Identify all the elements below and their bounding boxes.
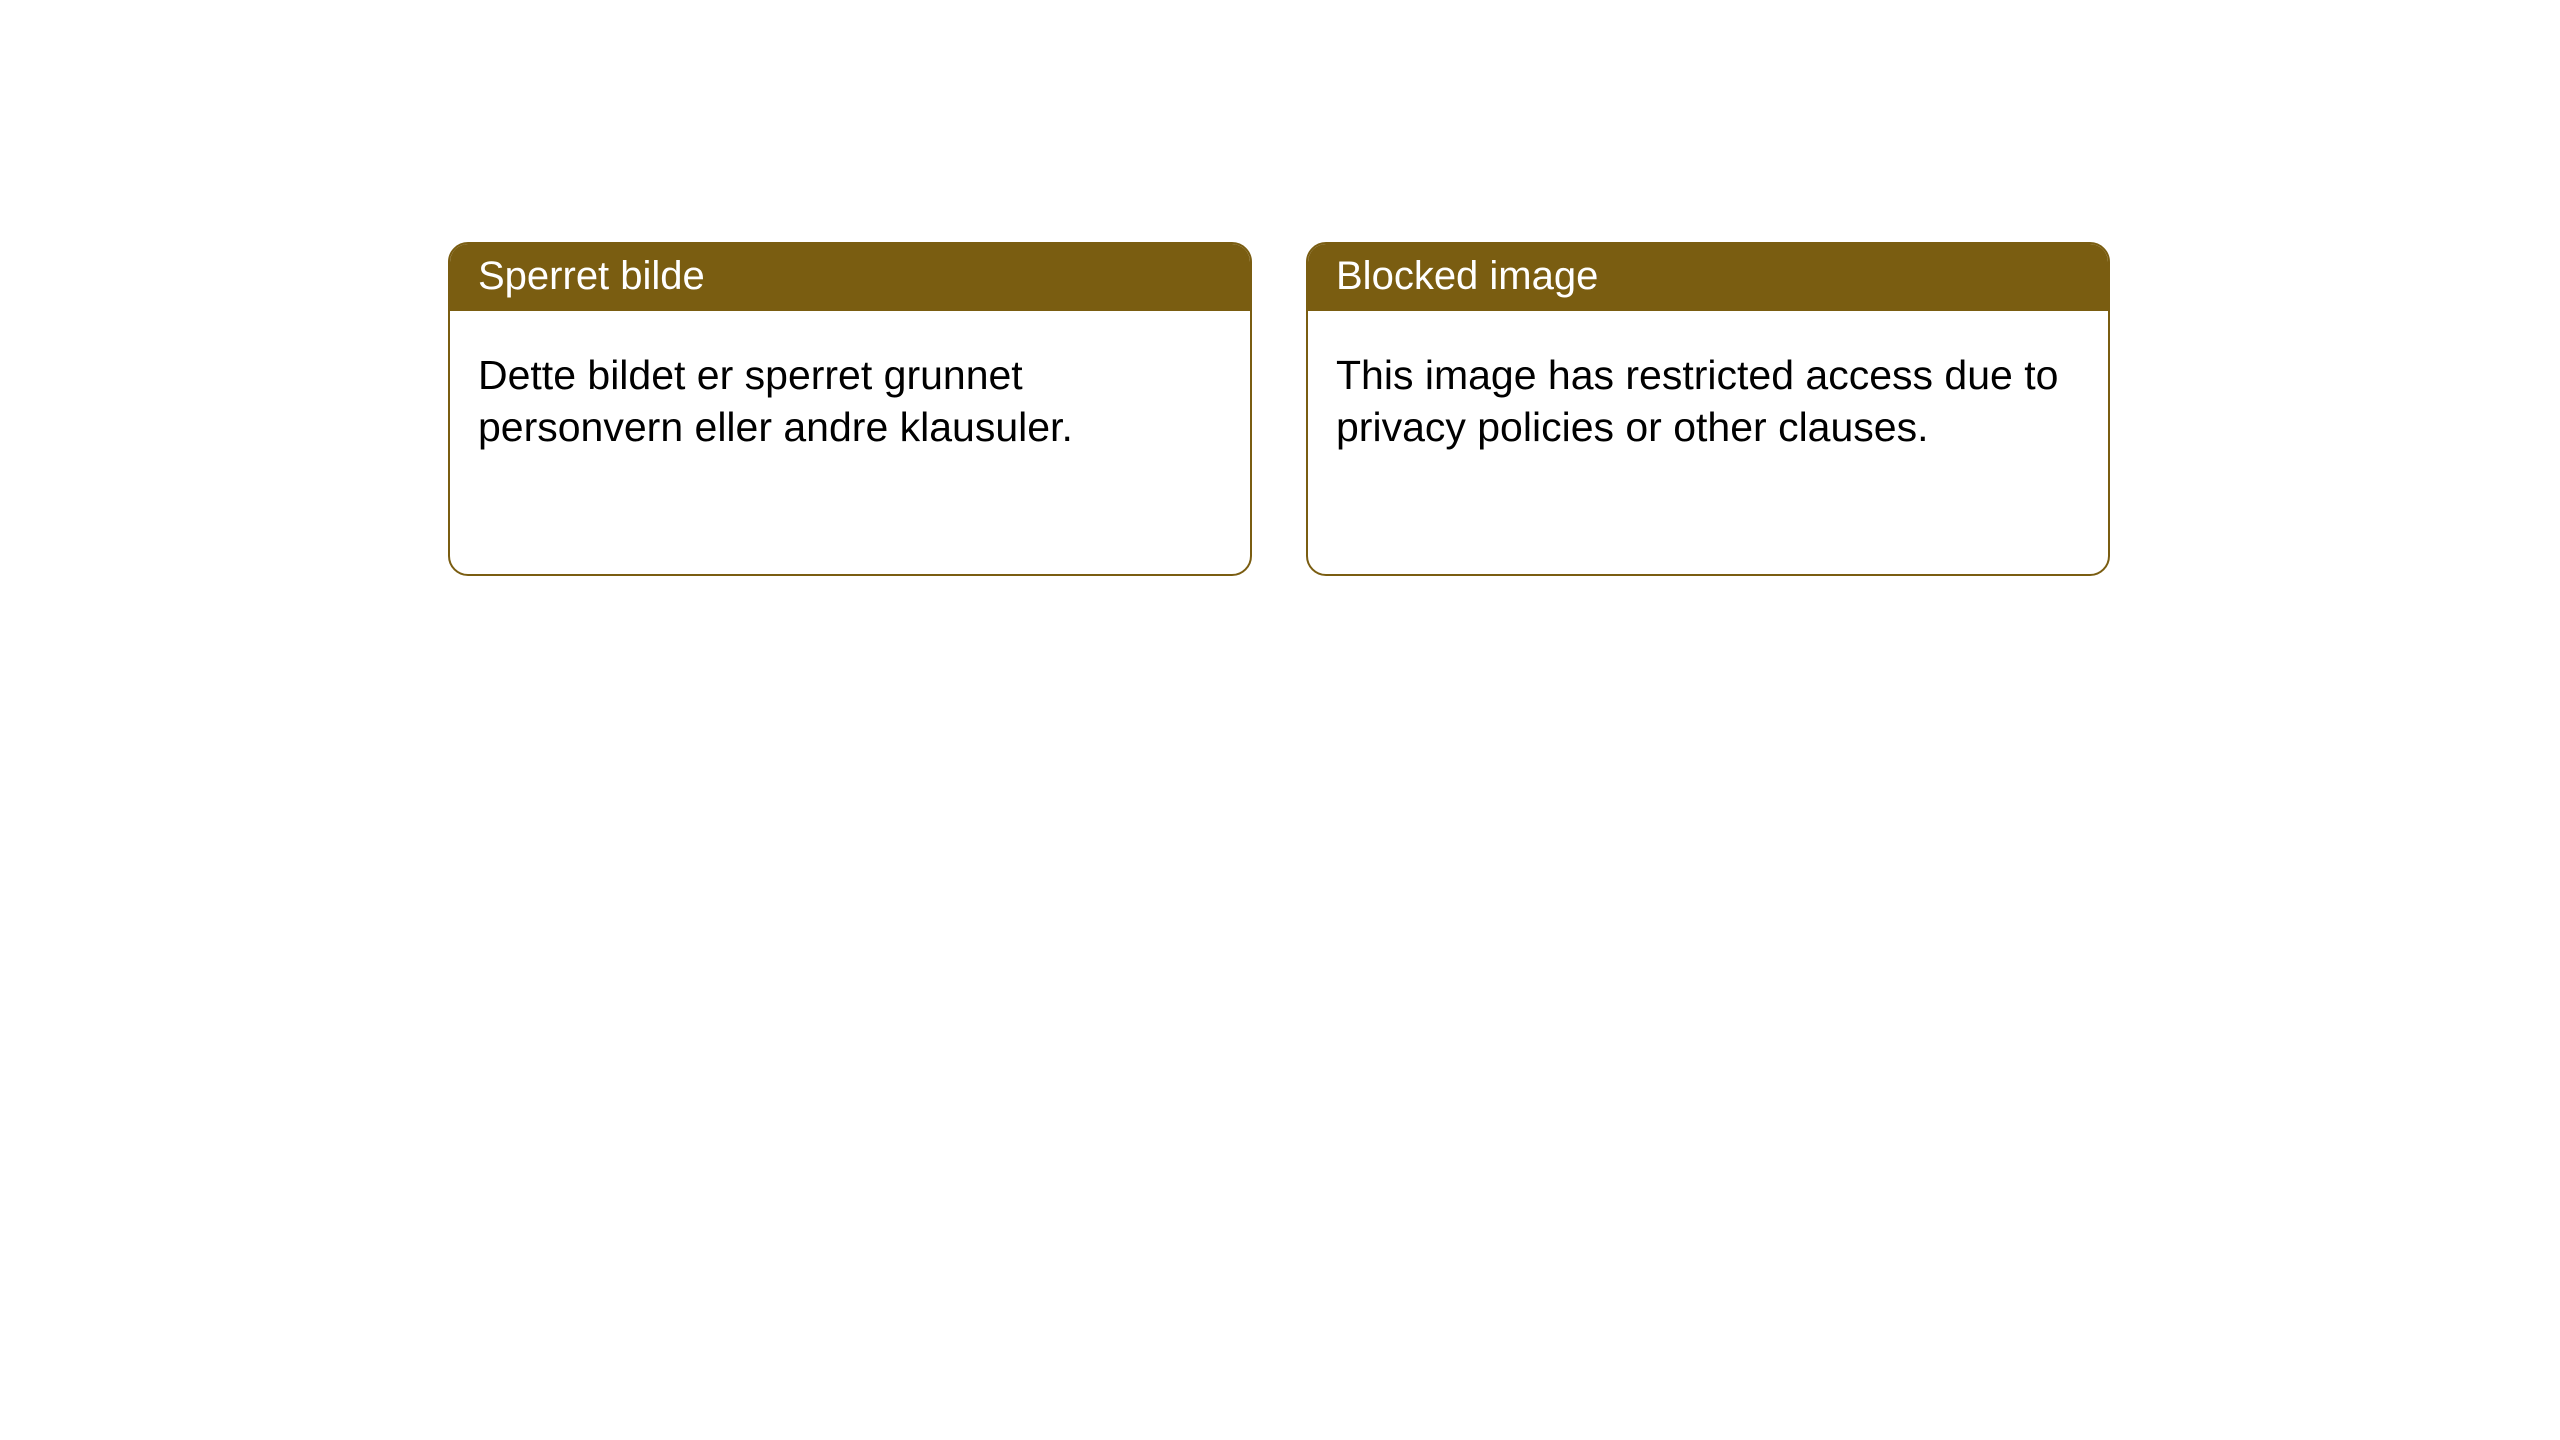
notice-card-body: Dette bildet er sperret grunnet personve… xyxy=(450,311,1250,482)
notice-card-norwegian: Sperret bilde Dette bildet er sperret gr… xyxy=(448,242,1252,576)
notice-card-title: Blocked image xyxy=(1308,244,2108,311)
notice-card-body: This image has restricted access due to … xyxy=(1308,311,2108,482)
notice-card-english: Blocked image This image has restricted … xyxy=(1306,242,2110,576)
notice-card-title: Sperret bilde xyxy=(450,244,1250,311)
notice-cards-container: Sperret bilde Dette bildet er sperret gr… xyxy=(0,0,2560,576)
